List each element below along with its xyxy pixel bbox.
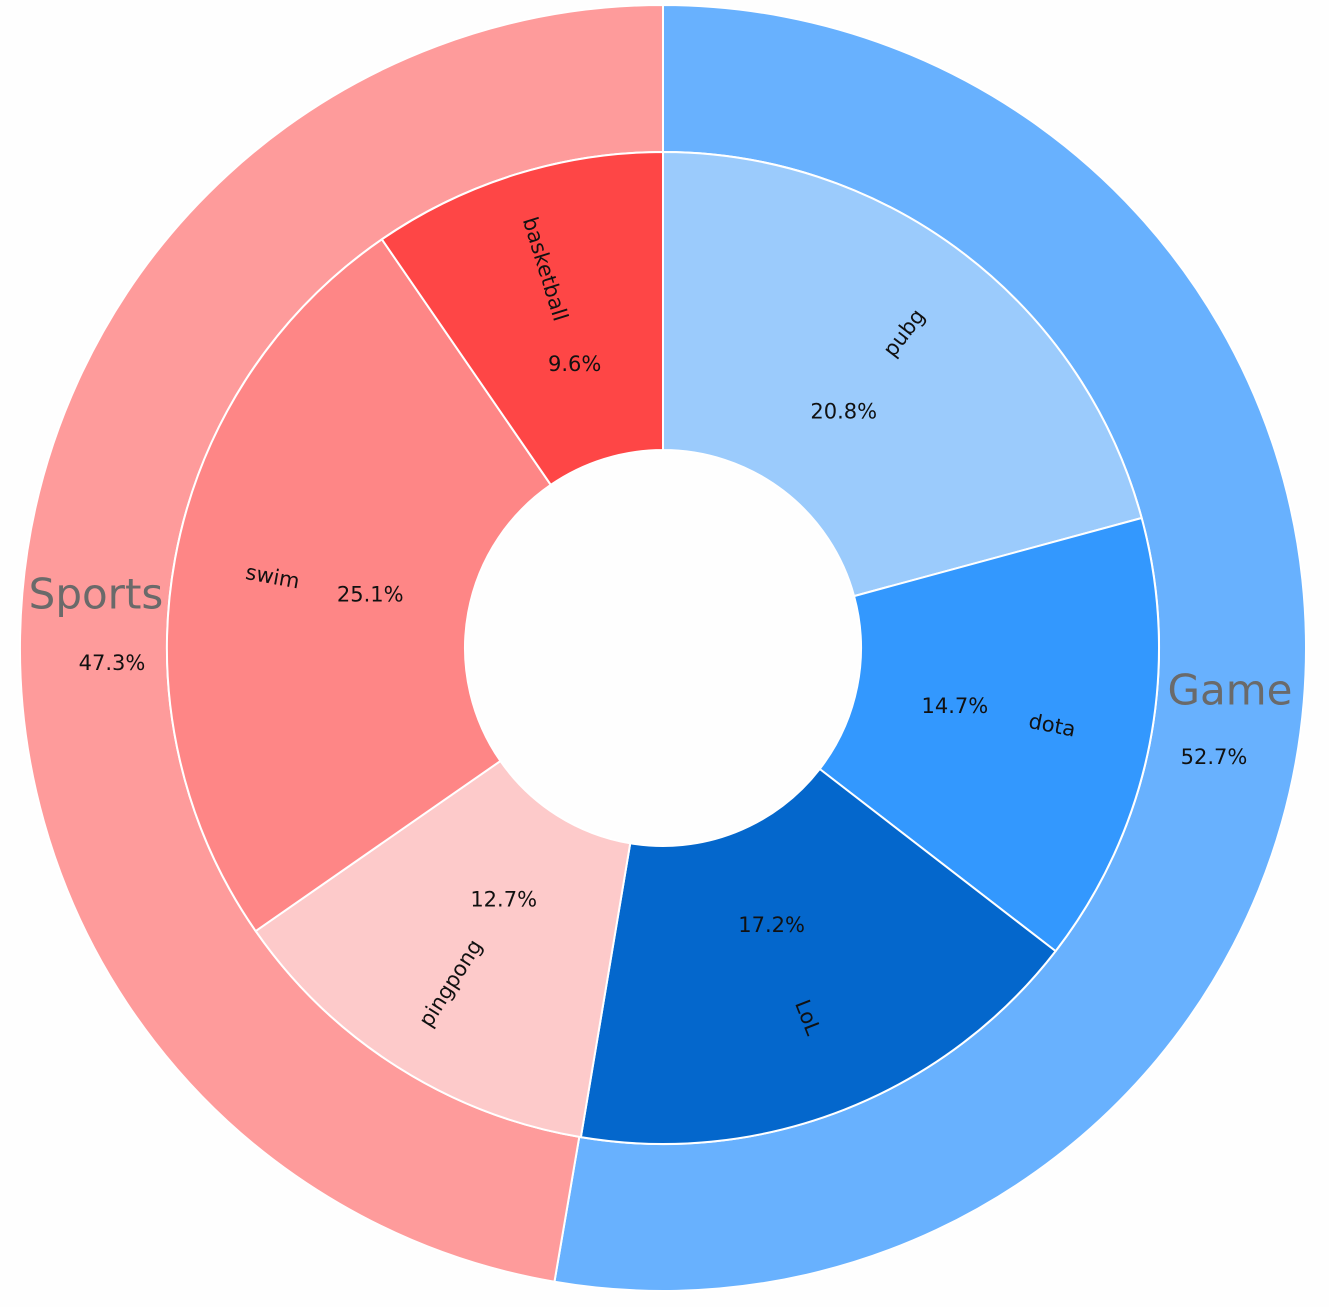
outer-pct-game: 52.7% bbox=[1181, 745, 1248, 769]
inner-ring bbox=[166, 150, 1160, 1145]
inner-wedge-lol bbox=[579, 767, 1057, 1145]
inner-pct-dota: 14.7% bbox=[922, 694, 989, 718]
inner-wedge-dota bbox=[818, 516, 1160, 953]
inner-pct-pingpong: 12.7% bbox=[470, 887, 537, 911]
inner-wedge-pingpong bbox=[254, 759, 632, 1139]
inner-wedge-swim bbox=[166, 237, 553, 933]
outer-pct-sports: 47.3% bbox=[79, 651, 146, 675]
inner-pct-swim: 25.1% bbox=[337, 583, 404, 607]
outer-label-sports: Sports bbox=[29, 569, 164, 618]
inner-wedge-basketball bbox=[380, 150, 664, 487]
outer-label-game: Game bbox=[1167, 666, 1292, 715]
inner-wedge-pubg bbox=[662, 150, 1143, 598]
inner-pct-basketball: 9.6% bbox=[548, 352, 601, 376]
inner-pct-lol: 17.2% bbox=[738, 913, 805, 937]
inner-pct-pubg: 20.8% bbox=[810, 400, 877, 424]
